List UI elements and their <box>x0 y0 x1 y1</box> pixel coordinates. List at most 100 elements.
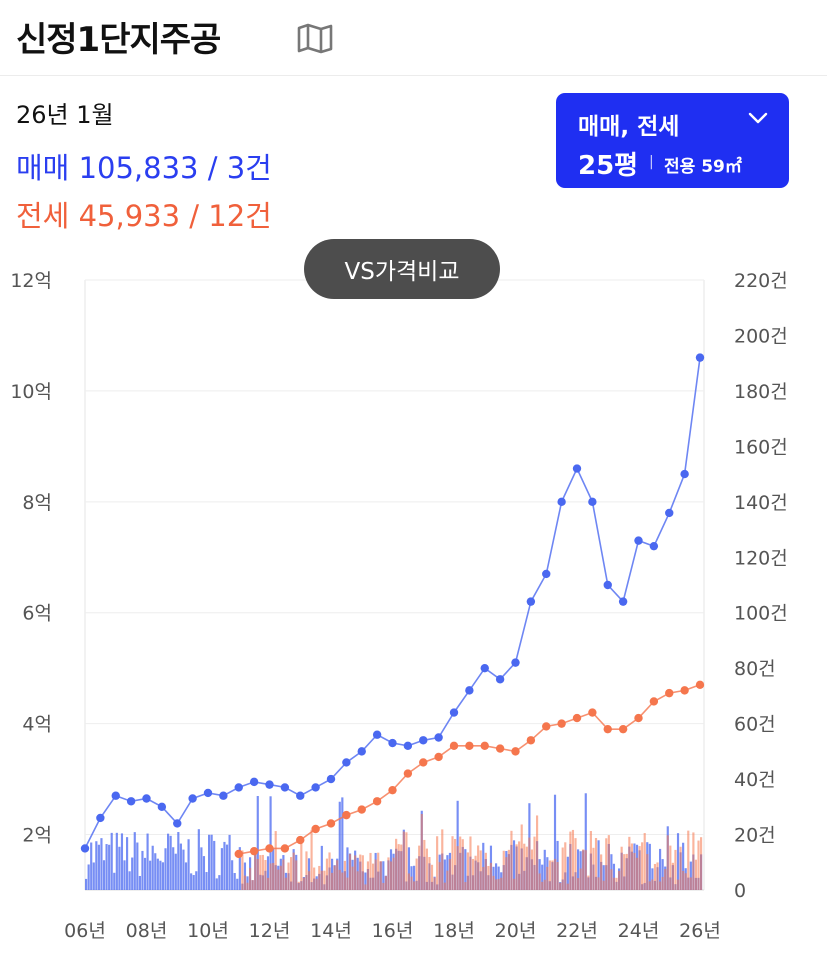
lease-volume-bar <box>682 870 685 890</box>
lease-volume-bar <box>318 865 321 890</box>
lease-volume-bar <box>700 837 703 890</box>
lease-volume-bar <box>571 829 575 890</box>
sale-volume-bar <box>113 872 116 890</box>
lease-volume-bar <box>259 855 262 890</box>
sale-volume-bar <box>159 860 162 890</box>
lease-price-point <box>357 805 366 814</box>
sale-volume-bar <box>154 853 157 890</box>
lease-volume-bar <box>641 842 644 890</box>
sale-price-point <box>695 353 705 362</box>
sale-volume-bar <box>187 839 190 890</box>
lease-price-point <box>526 736 536 745</box>
lease-volume-bar <box>438 862 441 890</box>
x-tick-label: 14년 <box>310 920 352 942</box>
lease-volume-bar <box>302 877 305 890</box>
lease-volume-bar <box>471 858 475 890</box>
lease-volume-bar <box>607 835 610 890</box>
y-right-tick-label: 60건 <box>734 714 776 736</box>
lease-volume-bar <box>487 865 490 890</box>
sale-volume-bar <box>225 844 229 890</box>
x-tick-label: 08년 <box>126 920 168 942</box>
sale-volume-bar <box>266 856 270 890</box>
sale-volume-bar <box>115 832 118 890</box>
sale-volume-bar <box>566 856 569 890</box>
y-left-tick-label: 10억 <box>10 381 52 403</box>
lease-volume-bar <box>290 857 293 890</box>
filter-dropdown[interactable]: 매매, 전세 25평 | 전용 59㎡ <box>556 93 789 188</box>
y-right-tick-label: 80건 <box>734 658 776 680</box>
sale-volume-bar <box>97 844 100 890</box>
lease-volume-bar <box>361 855 364 890</box>
lease-volume-bar <box>582 849 585 890</box>
lease-volume-bar <box>313 867 316 890</box>
lease-volume-bar <box>356 871 359 890</box>
lease-volume-bar <box>292 852 295 890</box>
sale-price-point <box>188 794 197 803</box>
lease-volume-bar <box>694 859 698 890</box>
lease-volume-bar <box>469 836 472 890</box>
lease-volume-bar <box>633 852 636 890</box>
lease-volume-bar <box>333 865 336 890</box>
sale-volume-bar <box>179 843 182 890</box>
sale-volume-bar <box>205 872 208 890</box>
lease-volume-bar <box>584 850 587 890</box>
sale-volume-bar <box>320 845 323 890</box>
lease-volume-bar <box>536 815 539 890</box>
sale-price-point <box>388 738 397 748</box>
lease-volume-bar <box>489 862 493 890</box>
sale-volume-bar <box>100 838 103 890</box>
lease-volume-bar <box>592 847 595 890</box>
y-right-tick-label: 0 <box>734 880 746 902</box>
sale-volume-bar <box>184 862 188 890</box>
sale-price-point <box>511 658 520 667</box>
lease-volume-bar <box>507 849 510 890</box>
lease-price-point <box>649 697 659 706</box>
lease-volume-bar <box>525 846 528 890</box>
sale-volume-bar <box>553 794 557 890</box>
lease-volume-bar <box>597 877 600 890</box>
lease-volume-bar <box>274 831 277 890</box>
x-tick-label: 10년 <box>187 920 229 942</box>
lease-volume-bar <box>587 875 590 890</box>
lease-volume-bar <box>366 861 370 890</box>
sale-volume-bar <box>497 866 500 890</box>
lease-volume-bar <box>589 830 592 890</box>
sale-volume-bar <box>269 796 272 890</box>
sale-price-point <box>219 791 228 800</box>
sale-volume-bar <box>413 865 416 890</box>
sale-volume-bar <box>172 847 175 890</box>
sale-volume-bar <box>682 842 685 890</box>
map-icon[interactable] <box>296 22 334 54</box>
sale-volume-bar <box>143 857 147 890</box>
sale-price-point <box>572 464 582 473</box>
x-tick-label: 22년 <box>556 920 598 942</box>
lease-price-point <box>372 797 382 806</box>
lease-volume-bar <box>297 881 300 890</box>
period-label: 26년 1월 <box>16 101 114 129</box>
lease-price-point <box>480 741 489 751</box>
lease-volume-bar <box>553 858 557 890</box>
volume-bars <box>85 793 703 890</box>
lease-volume-bar <box>459 836 462 890</box>
sale-volume-bar <box>659 848 662 890</box>
lease-volume-bar <box>407 873 411 890</box>
lease-volume-bar <box>495 879 498 890</box>
lease-volume-bar <box>387 857 390 890</box>
lease-volume-bar <box>651 879 654 890</box>
lease-volume-bar <box>430 864 434 890</box>
lease-price-point <box>495 744 505 753</box>
compare-price-button[interactable]: VS가격비교 <box>304 239 500 299</box>
lease-volume-bar <box>564 842 567 890</box>
lease-volume-bar <box>533 836 536 890</box>
sale-volume-bar <box>612 863 616 890</box>
lease-volume-bar <box>279 865 282 890</box>
sale-volume-bar <box>218 875 221 890</box>
lease-volume-bar <box>689 877 692 890</box>
sale-volume-bar <box>120 833 124 890</box>
y-left-tick-label: 12억 <box>10 270 52 292</box>
lease-volume-bar <box>577 878 580 890</box>
x-tick-label: 16년 <box>372 920 414 942</box>
lease-price-point <box>665 688 674 698</box>
sale-volume-bar <box>136 842 139 890</box>
sale-volume-bar <box>190 873 193 890</box>
